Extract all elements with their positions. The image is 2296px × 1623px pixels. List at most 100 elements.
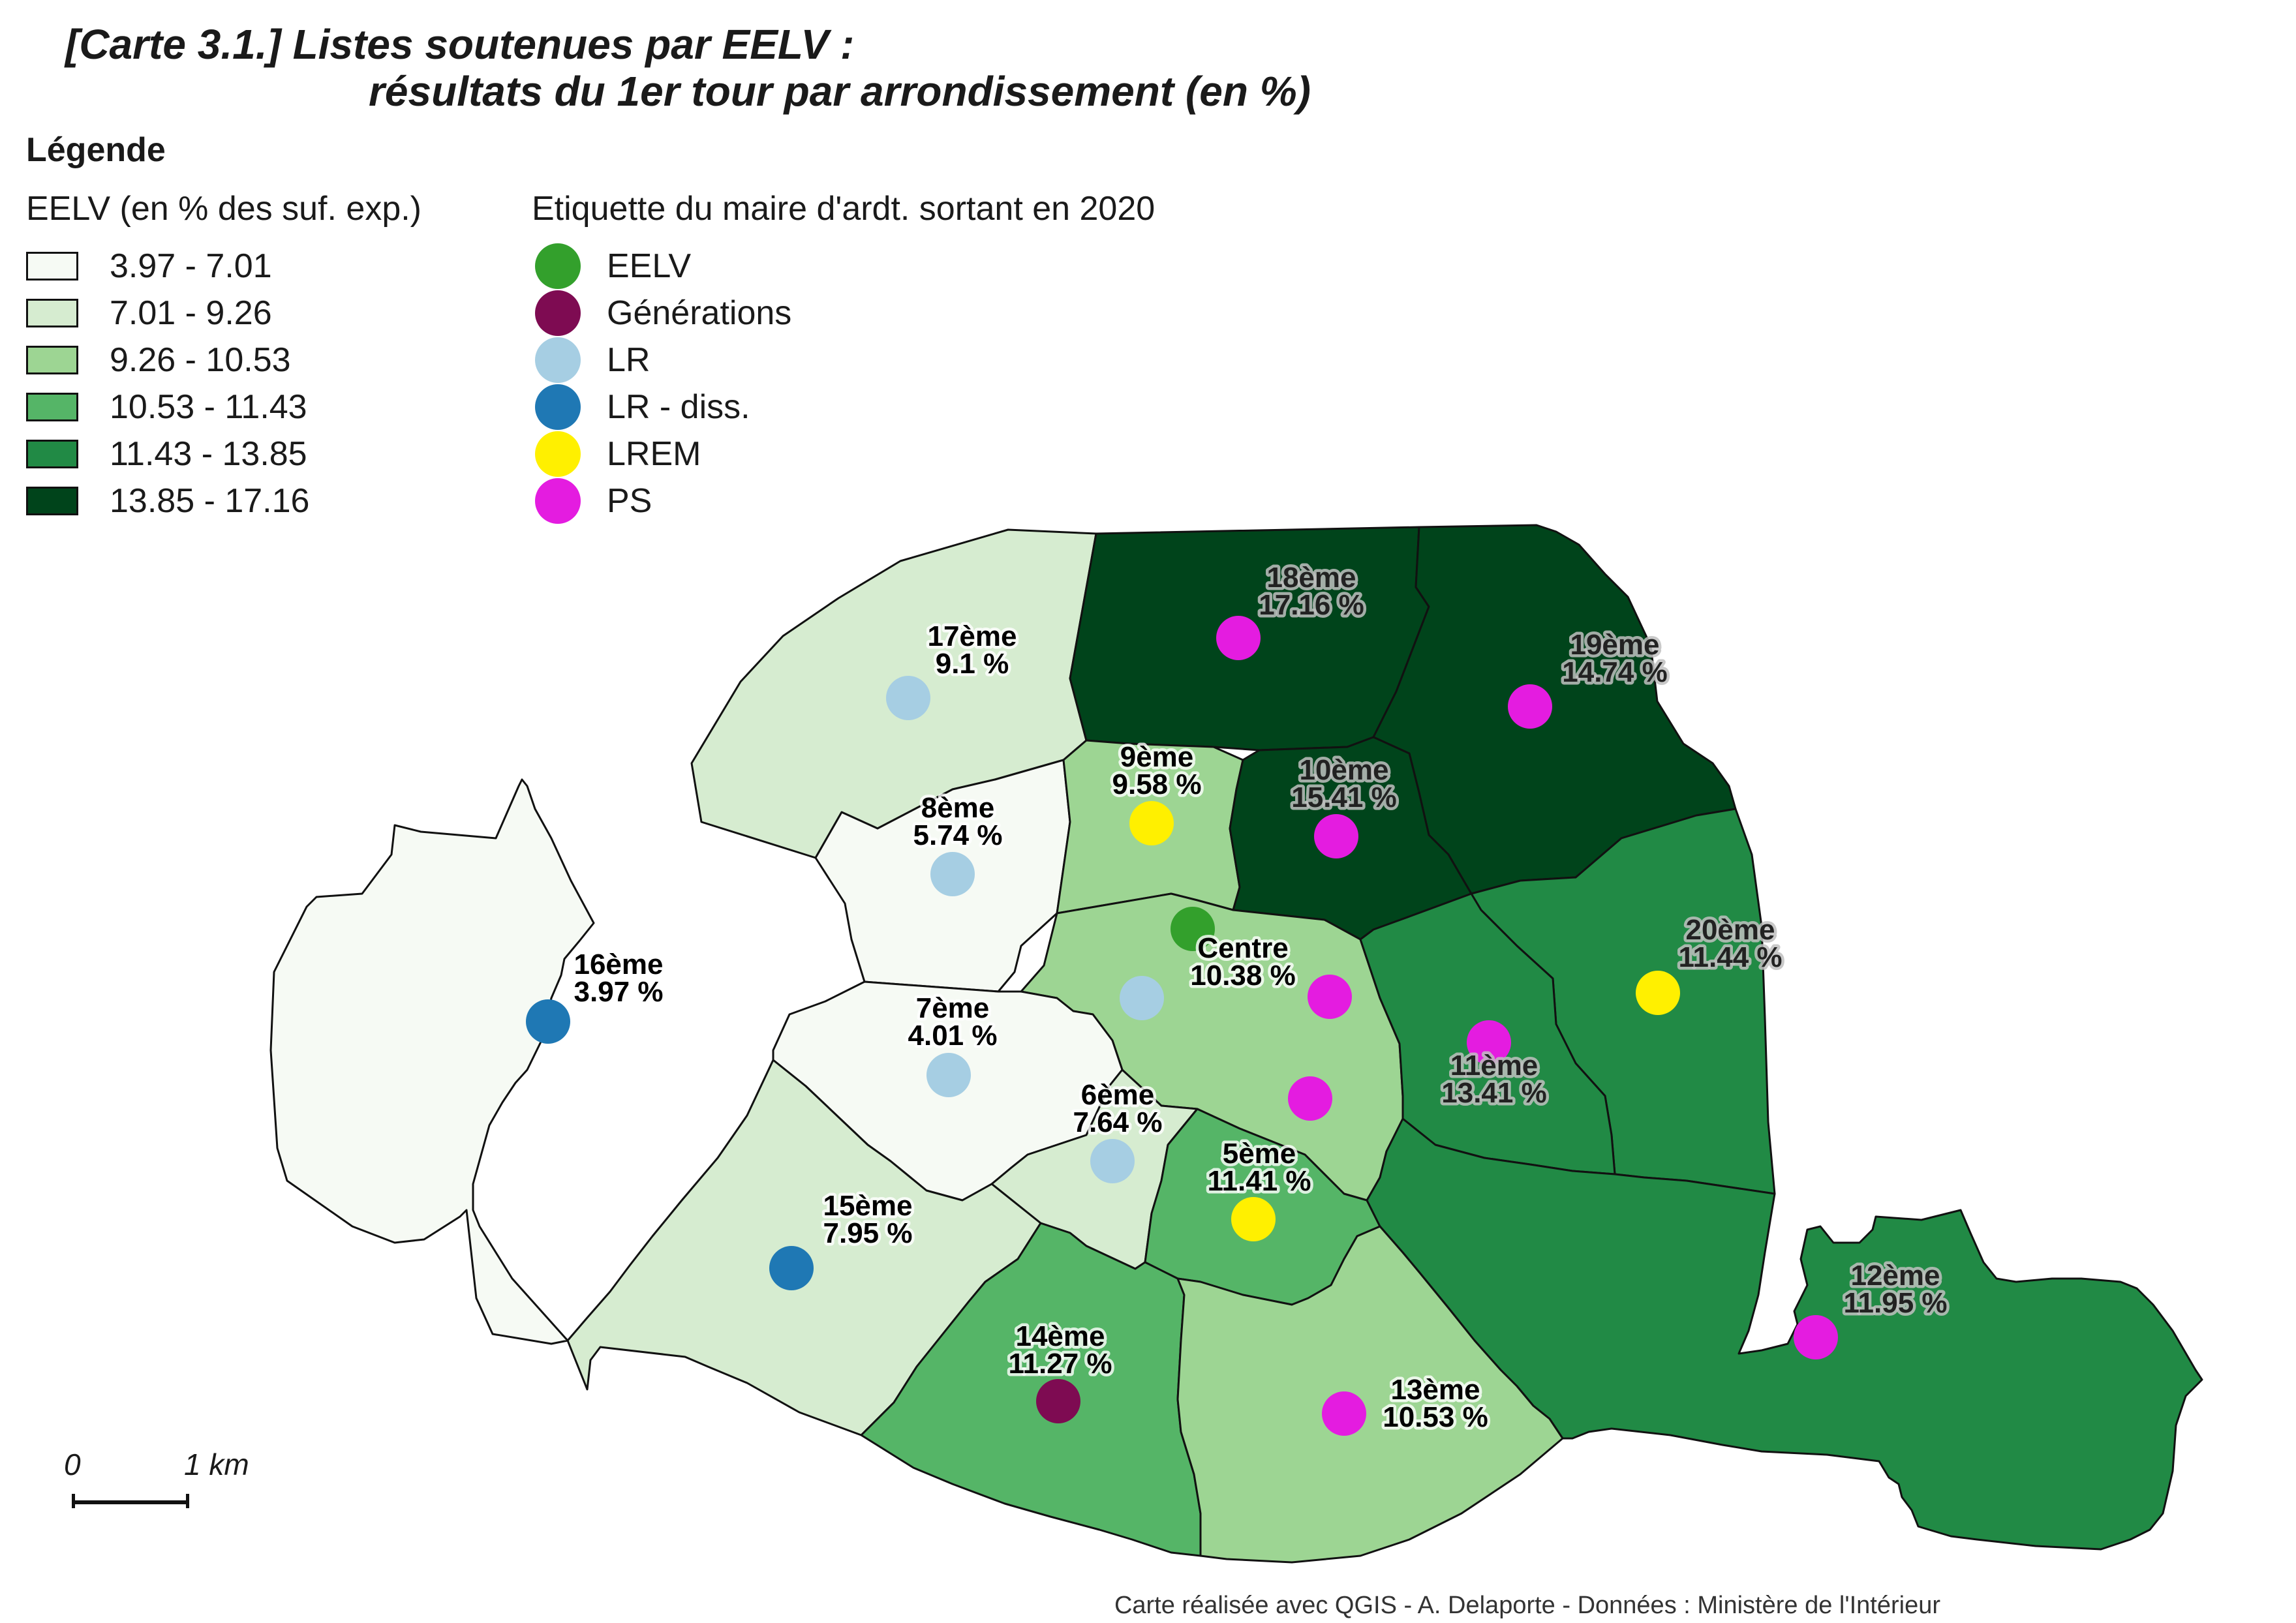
mayor-marker-8[interactable]	[930, 852, 975, 896]
mayor-marker-centre-4[interactable]	[1288, 1076, 1332, 1121]
mayor-marker-centre-3[interactable]	[1308, 975, 1352, 1019]
district-name-label: 7ème	[916, 992, 990, 1024]
district-pct-label: 17.16 %	[1259, 589, 1364, 621]
mayor-marker-14[interactable]	[1036, 1379, 1080, 1423]
district-name-label: 14ème	[1015, 1320, 1105, 1352]
mayor-marker-5[interactable]	[1231, 1197, 1276, 1241]
district-pct-label: 11.27 %	[1008, 1348, 1112, 1380]
legend-party-lrem: LREM	[535, 431, 701, 477]
district-name-label: 10ème	[1299, 754, 1388, 786]
mayor-marker-11[interactable]	[1467, 1020, 1511, 1065]
legend-class-label: 7.01 - 9.26	[110, 294, 272, 332]
legend-party-ps: PS	[535, 478, 652, 524]
party-marker-icon	[535, 290, 581, 336]
district-pct-label: 7.64 %	[1073, 1106, 1163, 1138]
district-pct-label: 7.95 %	[823, 1217, 913, 1249]
legend-swatch	[26, 393, 78, 421]
mayor-marker-9[interactable]	[1129, 801, 1174, 845]
scale-bar-start-label: 0	[64, 1448, 81, 1481]
legend-party-label: LR - diss.	[607, 388, 750, 426]
mayor-marker-6[interactable]	[1090, 1139, 1135, 1183]
legend-party-label: LREM	[607, 435, 701, 473]
legend-class-4: 10.53 - 11.43	[26, 387, 307, 427]
district-13[interactable]	[1176, 1225, 1564, 1564]
district-pct-label: 5.74 %	[913, 819, 1003, 851]
legend-title: Légende	[26, 131, 166, 169]
legend-swatch	[26, 299, 78, 327]
district-pct-label: 11.44 %	[1678, 941, 1782, 973]
district-16[interactable]	[269, 778, 595, 1345]
mayor-marker-7[interactable]	[926, 1053, 971, 1097]
legend-class-5: 11.43 - 13.85	[26, 434, 307, 474]
mayor-marker-centre-1[interactable]	[1171, 907, 1215, 951]
mayor-marker-20[interactable]	[1636, 971, 1680, 1015]
legend-party-label: EELV	[607, 247, 692, 285]
district-pct-label: 15.41 %	[1291, 781, 1396, 813]
mayor-marker-centre-2[interactable]	[1120, 976, 1164, 1020]
district-name-label: Centre	[1197, 932, 1288, 964]
legend-class-label: 9.26 - 10.53	[110, 341, 291, 379]
mayor-marker-18[interactable]	[1216, 616, 1261, 660]
district-name-label: 9ème	[1120, 741, 1194, 773]
district-name-label: 20ème	[1685, 914, 1775, 946]
legend-class-2: 7.01 - 9.26	[26, 294, 272, 333]
legend-swatch	[26, 346, 78, 374]
district-name-label: 11ème	[1450, 1050, 1538, 1082]
district-name-label: 5ème	[1223, 1138, 1296, 1170]
legend-class-label: 13.85 - 17.16	[110, 482, 310, 520]
party-marker-icon	[535, 384, 581, 430]
legend-class-3: 9.26 - 10.53	[26, 341, 291, 380]
mayor-marker-19[interactable]	[1508, 684, 1552, 729]
legend-party-eelv: EELV	[535, 243, 692, 289]
district-name-label: 19ème	[1570, 629, 1659, 661]
district-name-label: 12ème	[1850, 1260, 1940, 1292]
party-marker-icon	[535, 337, 581, 383]
district-pct-label: 9.1 %	[936, 648, 1009, 680]
legend-swatch	[26, 440, 78, 468]
legend-class-label: 11.43 - 13.85	[110, 435, 307, 473]
party-marker-icon	[535, 478, 581, 524]
mayor-marker-13[interactable]	[1322, 1391, 1366, 1436]
legend-party-lr: LR	[535, 337, 651, 383]
map-title-line-1: [Carte 3.1.] Listes soutenues par EELV :	[65, 21, 855, 68]
party-marker-icon	[535, 243, 581, 289]
legend-party-label: PS	[607, 482, 652, 520]
legend-classes-heading: EELV (en % des suf. exp.)	[26, 190, 421, 228]
legend-class-label: 10.53 - 11.43	[110, 388, 307, 426]
district-pct-label: 13.41 %	[1441, 1077, 1546, 1109]
district-pct-label: 14.74 %	[1562, 656, 1667, 688]
district-pct-label: 10.53 %	[1383, 1401, 1488, 1433]
legend-party-generations: Générations	[535, 290, 792, 336]
mayor-marker-10[interactable]	[1314, 814, 1358, 858]
legend-parties-heading: Etiquette du maire d'ardt. sortant en 20…	[532, 190, 1156, 228]
district-name-label: 8ème	[921, 792, 995, 824]
district-name-label: 16ème	[574, 948, 663, 980]
mayor-markers	[526, 616, 1838, 1436]
district-name-label: 17ème	[927, 620, 1017, 652]
mayor-marker-15[interactable]	[769, 1246, 814, 1290]
mayor-marker-12[interactable]	[1794, 1315, 1838, 1359]
legend-party-label: LR	[607, 341, 651, 379]
legend-party-lr-diss: LR - diss.	[535, 384, 750, 430]
party-marker-icon	[535, 431, 581, 477]
legend-class-1: 3.97 - 7.01	[26, 247, 272, 286]
legend-party-label: Générations	[607, 294, 792, 332]
district-name-label: 6ème	[1081, 1079, 1155, 1111]
district-name-label: 18ème	[1266, 562, 1356, 594]
district-pct-label: 9.58 %	[1112, 768, 1202, 800]
mayor-marker-16[interactable]	[526, 999, 570, 1044]
map-credit: Carte réalisée avec QGIS - A. Delaporte …	[1114, 1592, 1940, 1619]
district-pct-label: 4.01 %	[908, 1020, 998, 1052]
legend-class-label: 3.97 - 7.01	[110, 247, 272, 285]
district-name-label: 15ème	[823, 1190, 912, 1222]
scale-bar	[72, 1494, 189, 1508]
mayor-marker-17[interactable]	[886, 676, 930, 720]
district-name-label: 13ème	[1390, 1374, 1480, 1406]
scale-bar-end-label: 1 km	[184, 1448, 249, 1481]
legend-swatch	[26, 487, 78, 515]
legend-class-6: 13.85 - 17.16	[26, 481, 309, 521]
map-title-line-2: résultats du 1er tour par arrondissement…	[369, 68, 1311, 115]
legend-swatch	[26, 252, 78, 281]
